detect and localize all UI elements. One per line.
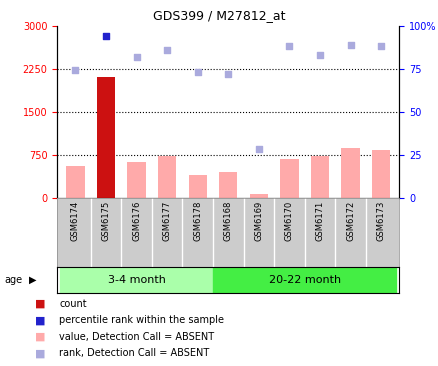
Text: GSM6171: GSM6171 (315, 201, 324, 241)
Bar (249, 194, 268, 198)
Point (346, 42, 353, 48)
Text: rank, Detection Call = ABSENT: rank, Detection Call = ABSENT (59, 348, 209, 358)
Text: GSM6177: GSM6177 (162, 201, 171, 242)
Bar (310, 156, 328, 198)
Point (163, 47, 170, 53)
Text: value, Detection Call = ABSENT: value, Detection Call = ABSENT (59, 332, 214, 342)
Text: ▶: ▶ (28, 275, 36, 285)
Bar (219, 172, 237, 198)
Point (285, 43, 292, 49)
Text: ■: ■ (35, 315, 46, 325)
Text: GSM6169: GSM6169 (254, 201, 263, 241)
Text: GSM6168: GSM6168 (223, 201, 232, 242)
Text: 20-22 month: 20-22 month (268, 275, 340, 285)
Point (316, 52, 323, 58)
Point (255, 146, 262, 152)
Text: percentile rank within the sample: percentile rank within the sample (59, 315, 224, 325)
Point (377, 43, 384, 49)
Bar (188, 175, 206, 198)
Bar (371, 150, 389, 198)
Text: GDS399 / M27812_at: GDS399 / M27812_at (153, 9, 285, 22)
Text: age: age (4, 275, 22, 285)
Text: GSM6176: GSM6176 (132, 201, 141, 242)
Text: GSM6178: GSM6178 (193, 201, 202, 242)
Bar (127, 162, 145, 198)
Bar (60, 267, 212, 293)
Bar (279, 158, 298, 198)
Text: count: count (59, 299, 87, 309)
Bar (341, 148, 359, 198)
Text: 3-4 month: 3-4 month (107, 275, 165, 285)
Point (72, 67, 79, 73)
Point (133, 54, 140, 60)
Text: GSM6173: GSM6173 (376, 201, 385, 242)
Point (194, 69, 201, 75)
Bar (66, 166, 85, 198)
Text: GSM6175: GSM6175 (101, 201, 110, 241)
Text: GSM6170: GSM6170 (284, 201, 293, 241)
Text: ■: ■ (35, 332, 46, 342)
Text: ■: ■ (35, 348, 46, 358)
Text: GSM6172: GSM6172 (345, 201, 354, 241)
Bar (158, 156, 176, 198)
Bar (97, 77, 115, 198)
Text: ■: ■ (35, 299, 46, 309)
Point (224, 71, 231, 77)
Point (102, 33, 109, 39)
Bar (212, 267, 396, 293)
Text: GSM6174: GSM6174 (71, 201, 80, 241)
